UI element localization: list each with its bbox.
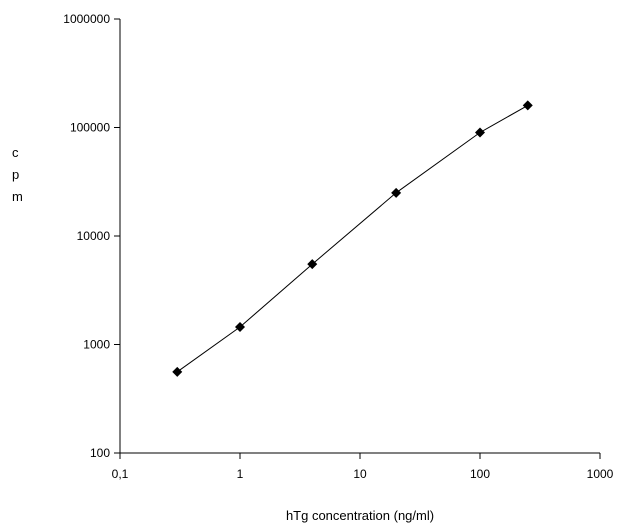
y-tick-label: 1000000 <box>63 12 110 26</box>
data-point <box>235 321 245 332</box>
y-axis-title-letter: c <box>12 145 19 160</box>
data-point <box>172 366 183 377</box>
y-axis-title-letter: m <box>12 189 23 204</box>
ticks: 100 1000 10000 100000 1000000 0,1 1 10 100 1000 <box>63 12 613 481</box>
x-axis-title: hTg concentration (ng/ml) <box>286 508 434 523</box>
y-tick-label: 100 <box>90 446 110 460</box>
axes <box>119 19 600 454</box>
y-tick-label: 10000 <box>77 229 111 243</box>
data-point <box>391 187 402 198</box>
y-tick-label: 100000 <box>70 121 110 135</box>
y-axis-title-letter: p <box>12 167 19 182</box>
data-point <box>475 127 485 138</box>
x-tick-label: 0,1 <box>112 467 129 481</box>
x-tick-label: 1000 <box>587 467 614 481</box>
series-line <box>177 104 529 373</box>
data-point <box>522 100 533 111</box>
y-axis-title: cpm <box>12 145 23 204</box>
x-tick-label: 100 <box>470 467 490 481</box>
y-tick-label: 1000 <box>83 338 110 352</box>
series-layer <box>172 100 533 377</box>
data-point <box>307 259 318 270</box>
x-tick-label: 1 <box>237 467 244 481</box>
x-tick-label: 10 <box>353 467 367 481</box>
